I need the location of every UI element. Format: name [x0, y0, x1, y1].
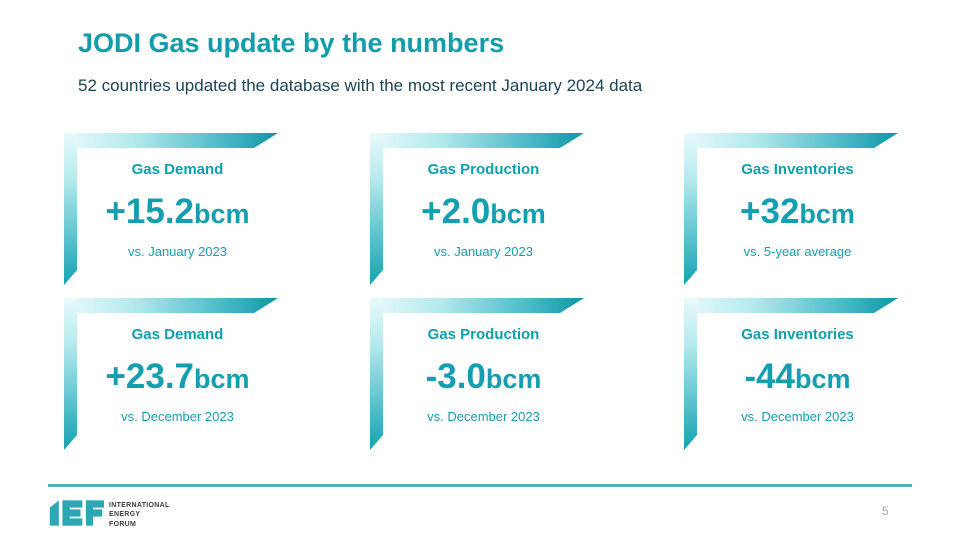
ief-logo-wordmark: INTERNATIONAL ENERGY FORUM: [109, 501, 170, 529]
stat-card-gas-production-yoy: Gas Production +2.0bcm vs. January 2023: [370, 133, 584, 285]
stat-unit: bcm: [795, 364, 851, 394]
stat-caption: vs. January 2023: [127, 244, 227, 259]
stat-label: Gas Inventories: [741, 161, 854, 178]
page-title: JODI Gas update by the numbers: [78, 28, 505, 58]
stat-card-content: Gas Production +2.0bcm vs. January 2023: [383, 148, 584, 285]
corner-ribbon-left: [64, 133, 77, 285]
stat-unit: bcm: [485, 364, 542, 394]
corner-ribbon-top: [64, 298, 278, 313]
stat-unit: bcm: [799, 199, 855, 229]
corner-ribbon-top: [370, 133, 584, 148]
corner-ribbon-left: [64, 298, 77, 450]
stat-unit: bcm: [194, 199, 250, 229]
stat-number: +15.2: [105, 192, 195, 231]
corner-ribbon-top: [64, 133, 278, 148]
ief-logo: INTERNATIONAL ENERGY FORUM: [48, 497, 170, 529]
corner-ribbon-top: [370, 298, 584, 313]
stat-label: Gas Demand: [131, 326, 224, 343]
stat-label: Gas Demand: [131, 161, 224, 178]
stat-number: +32: [740, 192, 800, 231]
stat-value: +32bcm: [740, 194, 855, 229]
stat-label: Gas Production: [427, 161, 540, 178]
stat-card-content: Gas Inventories +32bcm vs. 5-year averag…: [697, 148, 898, 285]
corner-ribbon-top: [684, 298, 898, 313]
ief-logo-icon: [49, 500, 104, 526]
logo-line-2: ENERGY: [109, 511, 141, 519]
stat-number: +2.0: [421, 192, 491, 231]
stat-unit: bcm: [194, 364, 250, 394]
stat-value: -44bcm: [744, 359, 850, 394]
stat-caption: vs. December 2023: [427, 409, 540, 424]
stat-label: Gas Production: [427, 326, 540, 343]
stat-card-content: Gas Demand +15.2bcm vs. January 2023: [77, 148, 278, 285]
page-number: 5: [882, 504, 889, 518]
stat-card-gas-demand-yoy: Gas Demand +15.2bcm vs. January 2023: [64, 133, 278, 285]
footer-divider: [48, 484, 912, 487]
stat-card-gas-production-mom: Gas Production -3.0bcm vs. December 2023: [370, 298, 584, 450]
stat-value: +2.0bcm: [421, 194, 546, 229]
logo-line-3: FORUM: [109, 520, 137, 528]
stat-card-gas-inventories-mom: Gas Inventories -44bcm vs. December 2023: [684, 298, 898, 450]
stat-value: +23.7bcm: [105, 359, 249, 394]
stat-value: -3.0bcm: [426, 359, 542, 394]
stat-card-content: Gas Production -3.0bcm vs. December 2023: [383, 313, 584, 450]
corner-ribbon-top: [684, 133, 898, 148]
corner-ribbon-left: [684, 298, 697, 450]
stat-caption: vs. 5-year average: [743, 244, 852, 259]
stat-caption: vs. December 2023: [741, 409, 854, 424]
stat-label: Gas Inventories: [741, 326, 854, 343]
stat-card-content: Gas Demand +23.7bcm vs. December 2023: [77, 313, 278, 450]
stat-card-gas-inventories-avg: Gas Inventories +32bcm vs. 5-year averag…: [684, 133, 898, 285]
stat-number: -3.0: [425, 357, 486, 396]
stat-number: -44: [744, 357, 796, 396]
logo-line-1: INTERNATIONAL: [109, 502, 170, 509]
stat-caption: vs. December 2023: [121, 409, 234, 424]
stat-unit: bcm: [490, 199, 546, 229]
stat-card-content: Gas Inventories -44bcm vs. December 2023: [697, 313, 898, 450]
corner-ribbon-left: [684, 133, 697, 285]
corner-ribbon-left: [370, 133, 383, 285]
stat-number: +23.7: [105, 357, 195, 396]
page-subtitle: 52 countries updated the database with t…: [78, 76, 643, 95]
stat-value: +15.2bcm: [105, 194, 249, 229]
stat-caption: vs. January 2023: [433, 244, 533, 259]
corner-ribbon-left: [370, 298, 383, 450]
stat-card-gas-demand-mom: Gas Demand +23.7bcm vs. December 2023: [64, 298, 278, 450]
